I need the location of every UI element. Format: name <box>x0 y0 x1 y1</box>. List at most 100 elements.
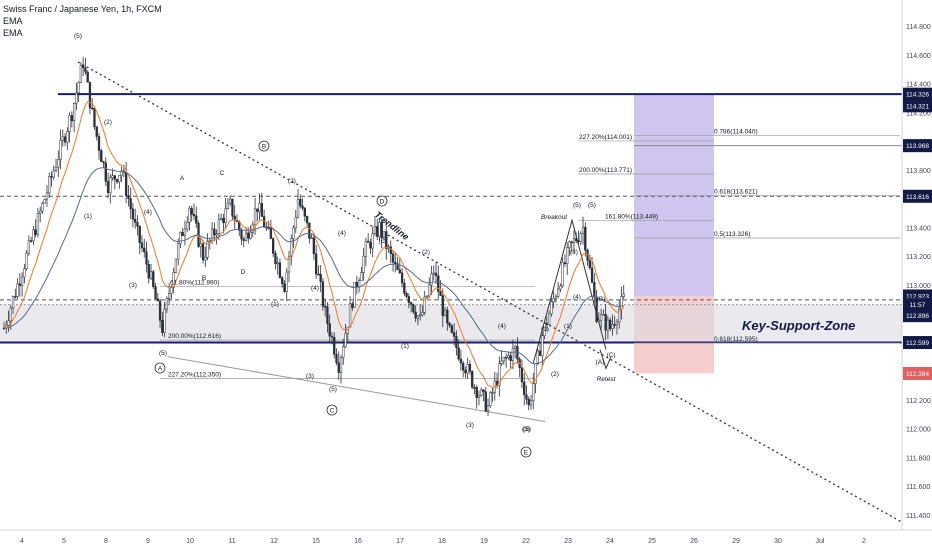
candle-body <box>317 273 320 276</box>
candle-body <box>441 295 444 317</box>
candle-body <box>353 282 356 308</box>
time-tick-label: 15 <box>312 538 320 545</box>
candle-body <box>380 221 383 238</box>
candle-body <box>145 251 148 265</box>
circled-wave-marker <box>326 404 338 416</box>
candle-body <box>11 296 15 309</box>
wave-label: (4) <box>498 323 506 330</box>
candle-body <box>23 268 26 278</box>
candle-body <box>240 230 243 240</box>
candle-body <box>215 233 218 236</box>
ema-indicator-label-2[interactable]: EMA <box>3 28 23 38</box>
candle-body <box>554 296 558 299</box>
candle-body <box>224 208 227 224</box>
price-tick-label: 111.400 <box>906 513 930 520</box>
candle-body <box>256 208 259 212</box>
lines-layer <box>77 61 903 523</box>
candle-body <box>127 195 130 199</box>
candle-body <box>412 304 415 313</box>
candle-body <box>136 222 139 227</box>
candle-body <box>416 315 420 319</box>
fib-level-label: 161.80%(113.449) <box>605 213 658 220</box>
price-badge <box>903 139 932 153</box>
candle-body <box>394 261 397 265</box>
price-badge-label: 113.616 <box>906 194 929 201</box>
candle-body <box>59 139 62 160</box>
candle-body <box>287 256 291 273</box>
wave-label: (1) <box>84 213 92 220</box>
wave-label: C <box>220 170 225 177</box>
candle-body <box>577 240 580 242</box>
fib-level-label: 0.618(112.595) <box>714 336 758 343</box>
candle-body <box>79 64 83 83</box>
candle-body <box>504 356 508 359</box>
candle-body <box>563 262 567 264</box>
breakout-path <box>532 218 607 365</box>
target-zone-box <box>634 94 714 296</box>
candle-body <box>20 276 24 286</box>
candle-body <box>25 252 28 269</box>
candle-body <box>278 262 282 278</box>
candle-body <box>149 271 153 279</box>
candle-body <box>75 92 78 104</box>
candle-body <box>247 232 250 239</box>
candle-body <box>111 175 114 178</box>
time-tick-label: 17 <box>396 538 404 545</box>
time-tick-label: 22 <box>522 538 530 545</box>
circled-wave-letter: B <box>262 144 266 151</box>
price-badge-label: 11:57 <box>910 302 926 309</box>
price-badge <box>903 298 932 312</box>
candle-body <box>373 226 377 234</box>
time-tick-label: 9 <box>146 538 150 545</box>
candle-body <box>326 306 329 324</box>
candle-body <box>301 205 304 209</box>
candle-body <box>566 247 569 264</box>
candle-body <box>299 199 302 207</box>
candle-body <box>371 233 374 249</box>
candle-body <box>407 296 411 303</box>
symbol-title[interactable]: Swiss Franc / Japanese Yen, 1h, FXCM <box>3 4 162 14</box>
candle-body <box>324 306 327 308</box>
candle-body <box>498 363 501 386</box>
wave-label: (2) <box>104 119 112 126</box>
candle-body <box>450 325 453 333</box>
candle-body <box>102 161 105 164</box>
candle-body <box>414 311 417 319</box>
circled-wave-marker <box>154 362 166 374</box>
fib-level-label: 0.5(113.326) <box>714 231 750 238</box>
candle-body <box>217 219 221 235</box>
price-tick-label: 112.200 <box>906 398 931 405</box>
fib-level-label: 200.00%(112.616) <box>168 333 221 340</box>
candle-body <box>620 296 623 310</box>
time-tick-label: 23 <box>564 538 572 545</box>
candle-body <box>296 199 300 218</box>
candle-body <box>543 323 546 336</box>
candle-body <box>41 202 44 212</box>
ema-indicator-label-1[interactable]: EMA <box>3 16 23 26</box>
candle-body <box>477 394 481 398</box>
candle-body <box>285 271 288 292</box>
candle-body <box>597 319 601 323</box>
candle-body <box>559 285 562 290</box>
candle-body <box>584 226 587 251</box>
candle-body <box>514 346 517 349</box>
candle-body <box>61 136 64 141</box>
circled-wave-letter: D <box>380 199 385 206</box>
candle-body <box>339 357 343 373</box>
time-tick-label: 10 <box>186 538 194 545</box>
candle-body <box>328 323 331 337</box>
candle-body <box>152 271 155 287</box>
candle-body <box>520 367 524 383</box>
retest-arrow <box>599 349 612 370</box>
price-badge-label: 112.923 <box>906 293 929 300</box>
candle-body <box>547 313 551 325</box>
time-tick-label: 25 <box>648 538 656 545</box>
wave-label: (5) <box>588 202 596 209</box>
candle-body <box>210 228 214 241</box>
wave-label: (2) <box>422 249 430 256</box>
circled-wave-letter: E <box>524 450 529 457</box>
price-badge-label: 114.326 <box>906 92 929 99</box>
candle-body <box>7 320 10 326</box>
